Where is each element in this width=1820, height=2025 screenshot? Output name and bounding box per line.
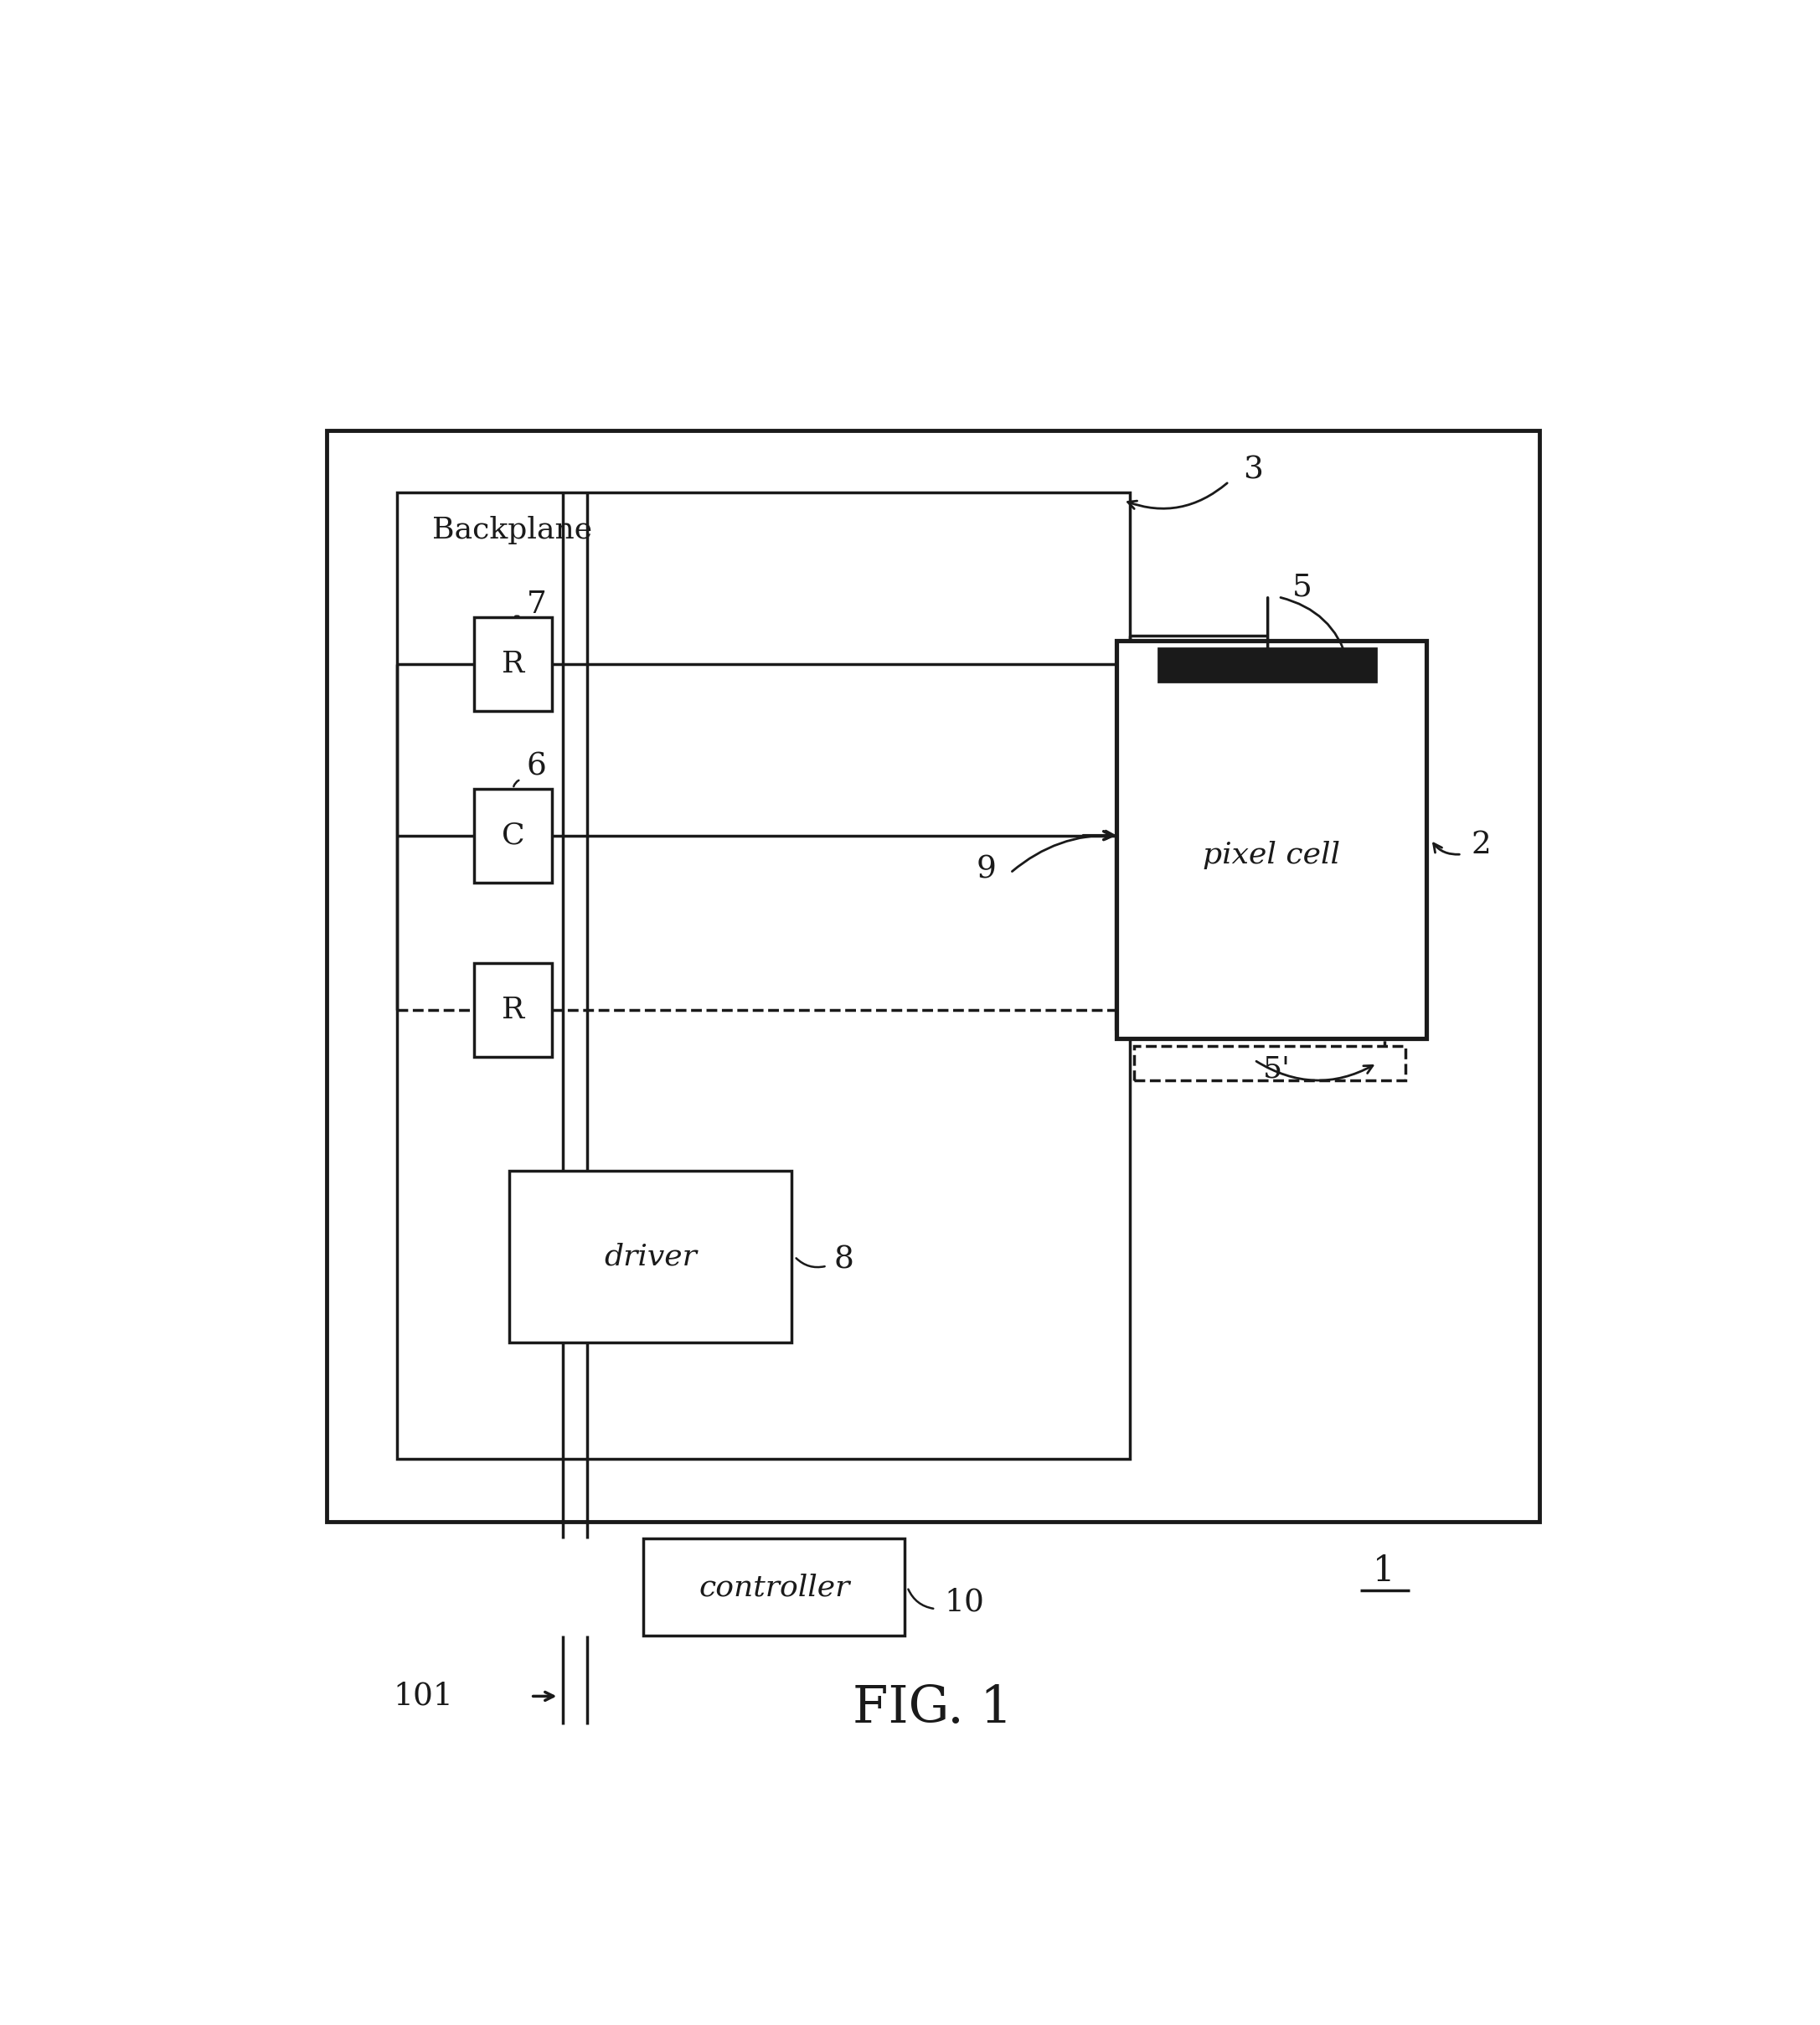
Bar [1159, 648, 1378, 682]
Bar [1134, 1047, 1405, 1079]
Text: 8: 8 [834, 1245, 854, 1274]
Text: 6: 6 [526, 751, 546, 782]
Text: 101: 101 [393, 1681, 453, 1711]
Bar [475, 618, 551, 711]
Text: FIG. 1: FIG. 1 [854, 1683, 1012, 1733]
Text: R: R [502, 650, 524, 678]
Text: 9: 9 [976, 855, 996, 885]
Text: controller: controller [699, 1573, 850, 1602]
Bar [475, 964, 551, 1057]
Bar [475, 790, 551, 883]
Text: 2: 2 [1472, 830, 1491, 861]
Text: 7: 7 [526, 589, 546, 620]
Text: C: C [502, 822, 524, 850]
Text: pixel cell: pixel cell [1203, 840, 1340, 869]
Text: Backplane: Backplane [431, 516, 592, 545]
Bar [510, 1170, 792, 1343]
Bar [1116, 640, 1427, 1039]
Text: R: R [502, 996, 524, 1025]
Text: 10: 10 [945, 1588, 985, 1618]
Text: 5': 5' [1263, 1055, 1290, 1083]
Bar [326, 429, 1540, 1521]
Bar [644, 1539, 905, 1636]
Text: driver: driver [604, 1241, 697, 1272]
Bar [397, 492, 1130, 1460]
Text: 1: 1 [1372, 1553, 1396, 1590]
Text: 3: 3 [1243, 456, 1263, 486]
Text: 5: 5 [1292, 573, 1312, 603]
